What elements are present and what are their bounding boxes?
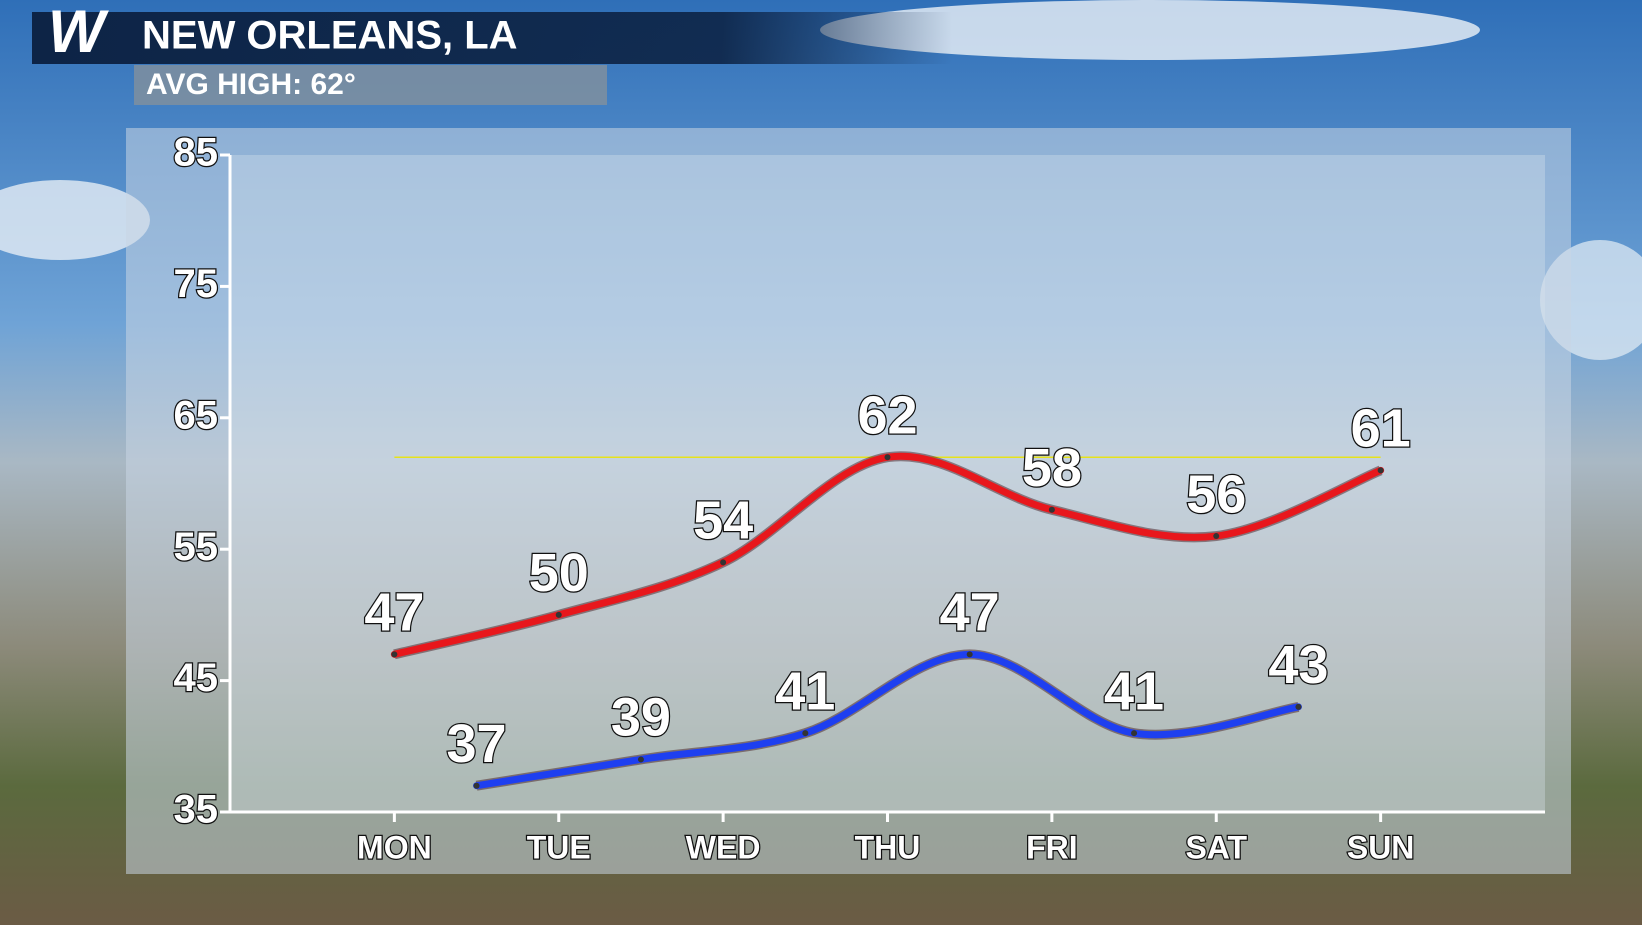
header-bar	[32, 12, 952, 64]
x-tick-label: TUE	[527, 829, 591, 865]
point	[1213, 533, 1220, 540]
data-label: 62	[857, 385, 917, 445]
point	[884, 454, 891, 461]
x-tick-label: SUN	[1347, 829, 1415, 865]
title: NEW ORLEANS, LA	[142, 14, 518, 58]
point	[720, 559, 727, 566]
point	[1131, 730, 1138, 737]
data-label: 54	[693, 491, 753, 551]
point	[637, 756, 644, 763]
data-label: 56	[1186, 464, 1246, 524]
data-label: 41	[775, 661, 835, 721]
x-tick-label: FRI	[1026, 829, 1078, 865]
x-tick-label: WED	[686, 829, 761, 865]
point	[1377, 467, 1384, 474]
subtitle: AVG HIGH: 62°	[146, 68, 356, 101]
x-tick-label: THU	[855, 829, 921, 865]
subtitle-box	[134, 65, 607, 105]
series-line	[473, 650, 1302, 790]
x-tick-label: SAT	[1185, 829, 1247, 865]
y-tick-label: 55	[174, 525, 219, 569]
point	[802, 730, 809, 737]
cloud	[0, 180, 150, 260]
panel	[126, 128, 1571, 874]
logo: W	[48, 0, 109, 65]
point	[1048, 506, 1055, 513]
cloud	[820, 0, 1480, 60]
plot-area	[230, 155, 1545, 812]
point	[473, 782, 480, 789]
data-label: 61	[1351, 399, 1411, 459]
point	[1295, 703, 1302, 710]
x-tick-label: MON	[357, 829, 432, 865]
y-tick-label: 45	[174, 656, 219, 700]
data-label: 58	[1022, 438, 1082, 498]
data-label: 37	[447, 714, 507, 774]
data-label: 39	[611, 688, 671, 748]
data-label: 47	[940, 583, 1000, 643]
point	[391, 651, 398, 658]
y-tick-label: 65	[174, 393, 219, 437]
y-tick-label: 75	[174, 262, 219, 306]
data-label: 47	[364, 583, 424, 643]
y-tick-label: 35	[174, 788, 219, 832]
data-label: 50	[529, 543, 589, 603]
point	[555, 611, 562, 618]
data-label: 43	[1268, 635, 1328, 695]
point	[966, 651, 973, 658]
data-label: 41	[1104, 661, 1164, 721]
y-tick-label: 85	[174, 131, 219, 175]
